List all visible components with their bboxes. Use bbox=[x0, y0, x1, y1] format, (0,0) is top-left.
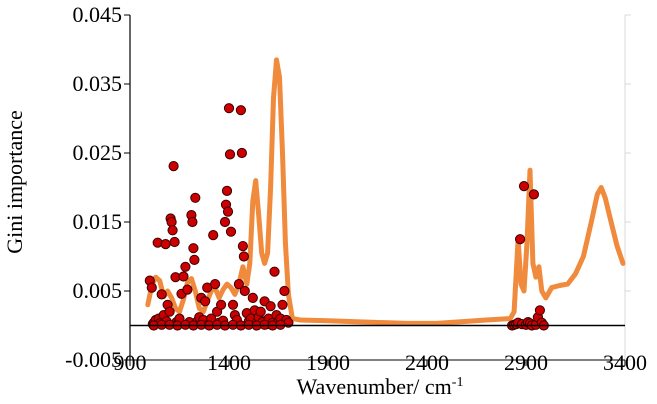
scatter-point bbox=[277, 299, 288, 310]
scatter-point bbox=[216, 299, 227, 310]
scatter-point bbox=[239, 285, 250, 297]
scatter-point bbox=[164, 306, 175, 317]
x-axis-title-main: Wavenumber/ cm bbox=[297, 374, 452, 399]
y-tick-label: 0.025 bbox=[73, 140, 123, 165]
scatter-series-layer bbox=[144, 103, 549, 331]
scatter-point bbox=[255, 306, 266, 317]
spectrum-line bbox=[145, 57, 626, 326]
line-series-layer bbox=[145, 57, 626, 326]
scatter-point bbox=[166, 216, 177, 228]
scatter-point bbox=[225, 226, 237, 237]
scatter-point bbox=[247, 292, 258, 303]
scatter-point bbox=[221, 185, 233, 196]
scatter-point bbox=[190, 192, 201, 203]
x-tick-label: 1900 bbox=[306, 350, 350, 375]
scatter-point bbox=[156, 289, 167, 300]
scatter-point bbox=[534, 305, 546, 316]
y-tick-label: 0.015 bbox=[73, 209, 123, 234]
scatter-point bbox=[223, 103, 235, 114]
scatter-point bbox=[269, 266, 280, 277]
scatter-point bbox=[235, 105, 246, 116]
y-tick-label: 0.045 bbox=[73, 2, 123, 27]
axes bbox=[124, 14, 626, 366]
scatter-point bbox=[169, 236, 180, 248]
scatter-point bbox=[180, 261, 191, 272]
x-tick-label: 3400 bbox=[603, 350, 647, 375]
y-tick-label: 0.035 bbox=[73, 71, 123, 96]
scatter-point bbox=[200, 296, 211, 307]
x-tick-label: 2400 bbox=[405, 350, 449, 375]
scatter-point bbox=[146, 282, 157, 293]
x-axis-title: Wavenumber/ cm-1 bbox=[297, 374, 464, 399]
scatter-point bbox=[178, 271, 189, 282]
scatter-point bbox=[236, 147, 247, 159]
scatter-point bbox=[160, 239, 171, 250]
x-tick-label: 2900 bbox=[504, 350, 548, 375]
scatter-point bbox=[224, 149, 236, 160]
scatter-point bbox=[188, 243, 199, 254]
scatter-point bbox=[187, 216, 198, 228]
grid bbox=[624, 14, 631, 361]
scatter-point bbox=[279, 285, 290, 297]
x-tick-label: 1400 bbox=[207, 350, 251, 375]
y-axis-title: Gini importance bbox=[2, 110, 27, 254]
tick-labels: -0.005 0.005 0.015 0.025 0.035 0.045 900 1400 19… bbox=[65, 2, 647, 375]
scatter-point bbox=[237, 241, 248, 252]
scatter-point bbox=[219, 216, 231, 228]
y-tick-label: -0.005 bbox=[65, 347, 122, 372]
scatter-point bbox=[222, 206, 234, 217]
scatter-point bbox=[227, 299, 239, 310]
scatter-point bbox=[210, 279, 221, 290]
scatter-point bbox=[265, 301, 276, 312]
scatter-point bbox=[208, 230, 219, 241]
scatter-point bbox=[233, 279, 244, 290]
scatter-point bbox=[189, 254, 200, 265]
scatter-point bbox=[528, 189, 540, 200]
scatter-point bbox=[182, 284, 193, 295]
scatter-point bbox=[518, 181, 530, 192]
x-tick-label: 900 bbox=[114, 350, 147, 375]
y-tick-label: 0.005 bbox=[73, 278, 123, 303]
x-axis-title-superscript: -1 bbox=[452, 375, 464, 390]
scatter-point bbox=[238, 251, 249, 262]
scatter-point bbox=[167, 225, 178, 236]
scatter-point bbox=[515, 234, 526, 245]
scatter-point bbox=[168, 161, 179, 172]
